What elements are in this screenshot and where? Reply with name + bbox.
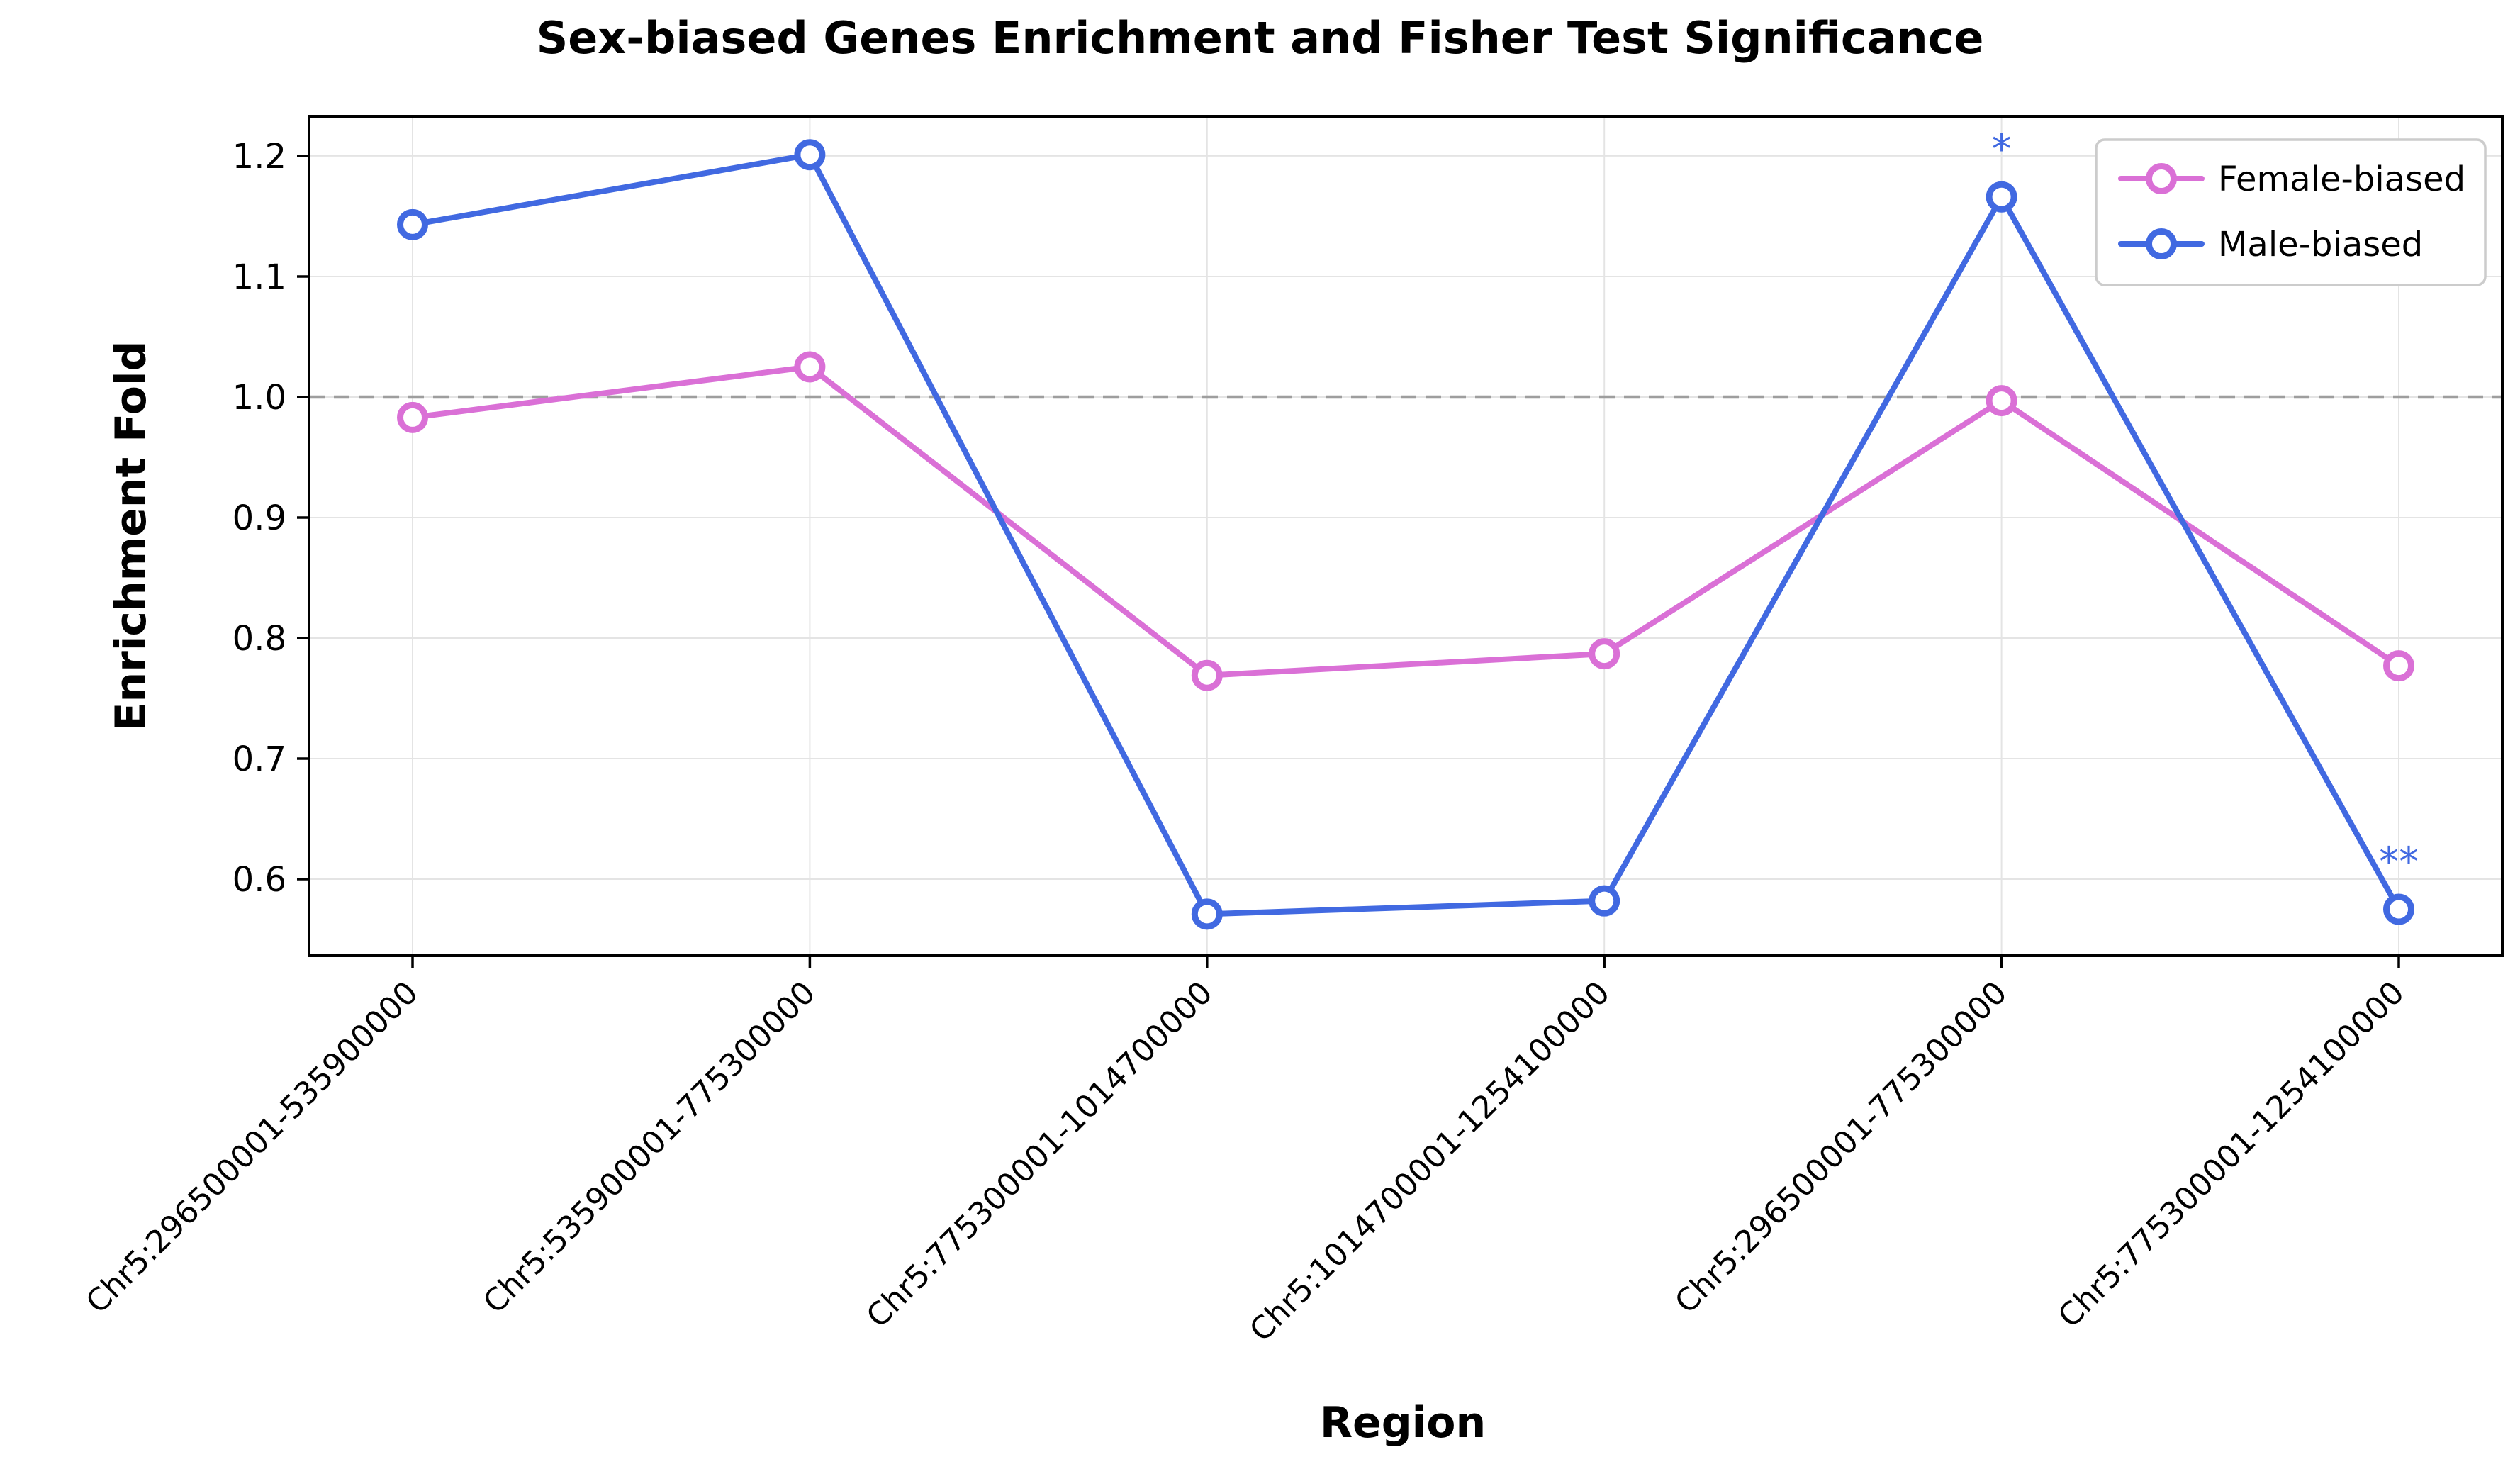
legend-marker-female-biased	[2146, 163, 2177, 194]
data-point-male-biased	[397, 208, 428, 240]
data-point-female-biased	[2383, 650, 2414, 682]
data-point-female-biased	[1589, 638, 1620, 670]
data-point-male-biased	[1589, 885, 1620, 917]
data-point-female-biased	[397, 401, 428, 433]
x-tick-label: Chr5:775300001-1254100000	[2051, 975, 2412, 1335]
significance-annotation: *	[1992, 127, 2012, 173]
legend-label: Male-biased	[2218, 225, 2423, 264]
data-point-female-biased	[1986, 385, 2017, 417]
y-tick-label: 0.9	[233, 498, 286, 538]
y-tick-label: 1.2	[233, 137, 286, 177]
chart-title: Sex-biased Genes Enrichment and Fisher T…	[536, 12, 1984, 64]
x-tick-label: Chr5:296500001-535900000	[79, 975, 425, 1321]
y-tick-label: 1.0	[233, 378, 286, 418]
x-tick-label: Chr5:1014700001-1254100000	[1243, 975, 1617, 1349]
x-tick-label: Chr5:296500001-775300000	[1668, 975, 2014, 1321]
data-point-male-biased	[794, 139, 826, 171]
axes-spines	[308, 115, 2504, 957]
series-line-male-biased	[410, 152, 2402, 917]
y-tick-label: 1.1	[233, 257, 286, 297]
y-tick-label: 0.8	[233, 619, 286, 659]
x-tick-label: Chr5:775300001-1014700000	[860, 975, 1220, 1335]
significance-annotation: **	[2379, 839, 2419, 886]
series-line-female-biased	[410, 364, 2402, 678]
x-axis-label: Region	[1319, 1398, 1486, 1448]
data-point-male-biased	[1191, 898, 1223, 930]
data-point-female-biased	[1191, 659, 1223, 691]
data-point-male-biased	[2383, 893, 2414, 925]
y-tick-label: 0.7	[233, 739, 286, 779]
legend-marker-male-biased	[2146, 228, 2177, 259]
legend-label: Female-biased	[2218, 160, 2465, 199]
x-tick-label: Chr5:535900001-775300000	[476, 975, 822, 1321]
data-point-male-biased	[1986, 181, 2017, 213]
y-tick-label: 0.6	[233, 860, 286, 900]
data-point-female-biased	[794, 351, 826, 383]
